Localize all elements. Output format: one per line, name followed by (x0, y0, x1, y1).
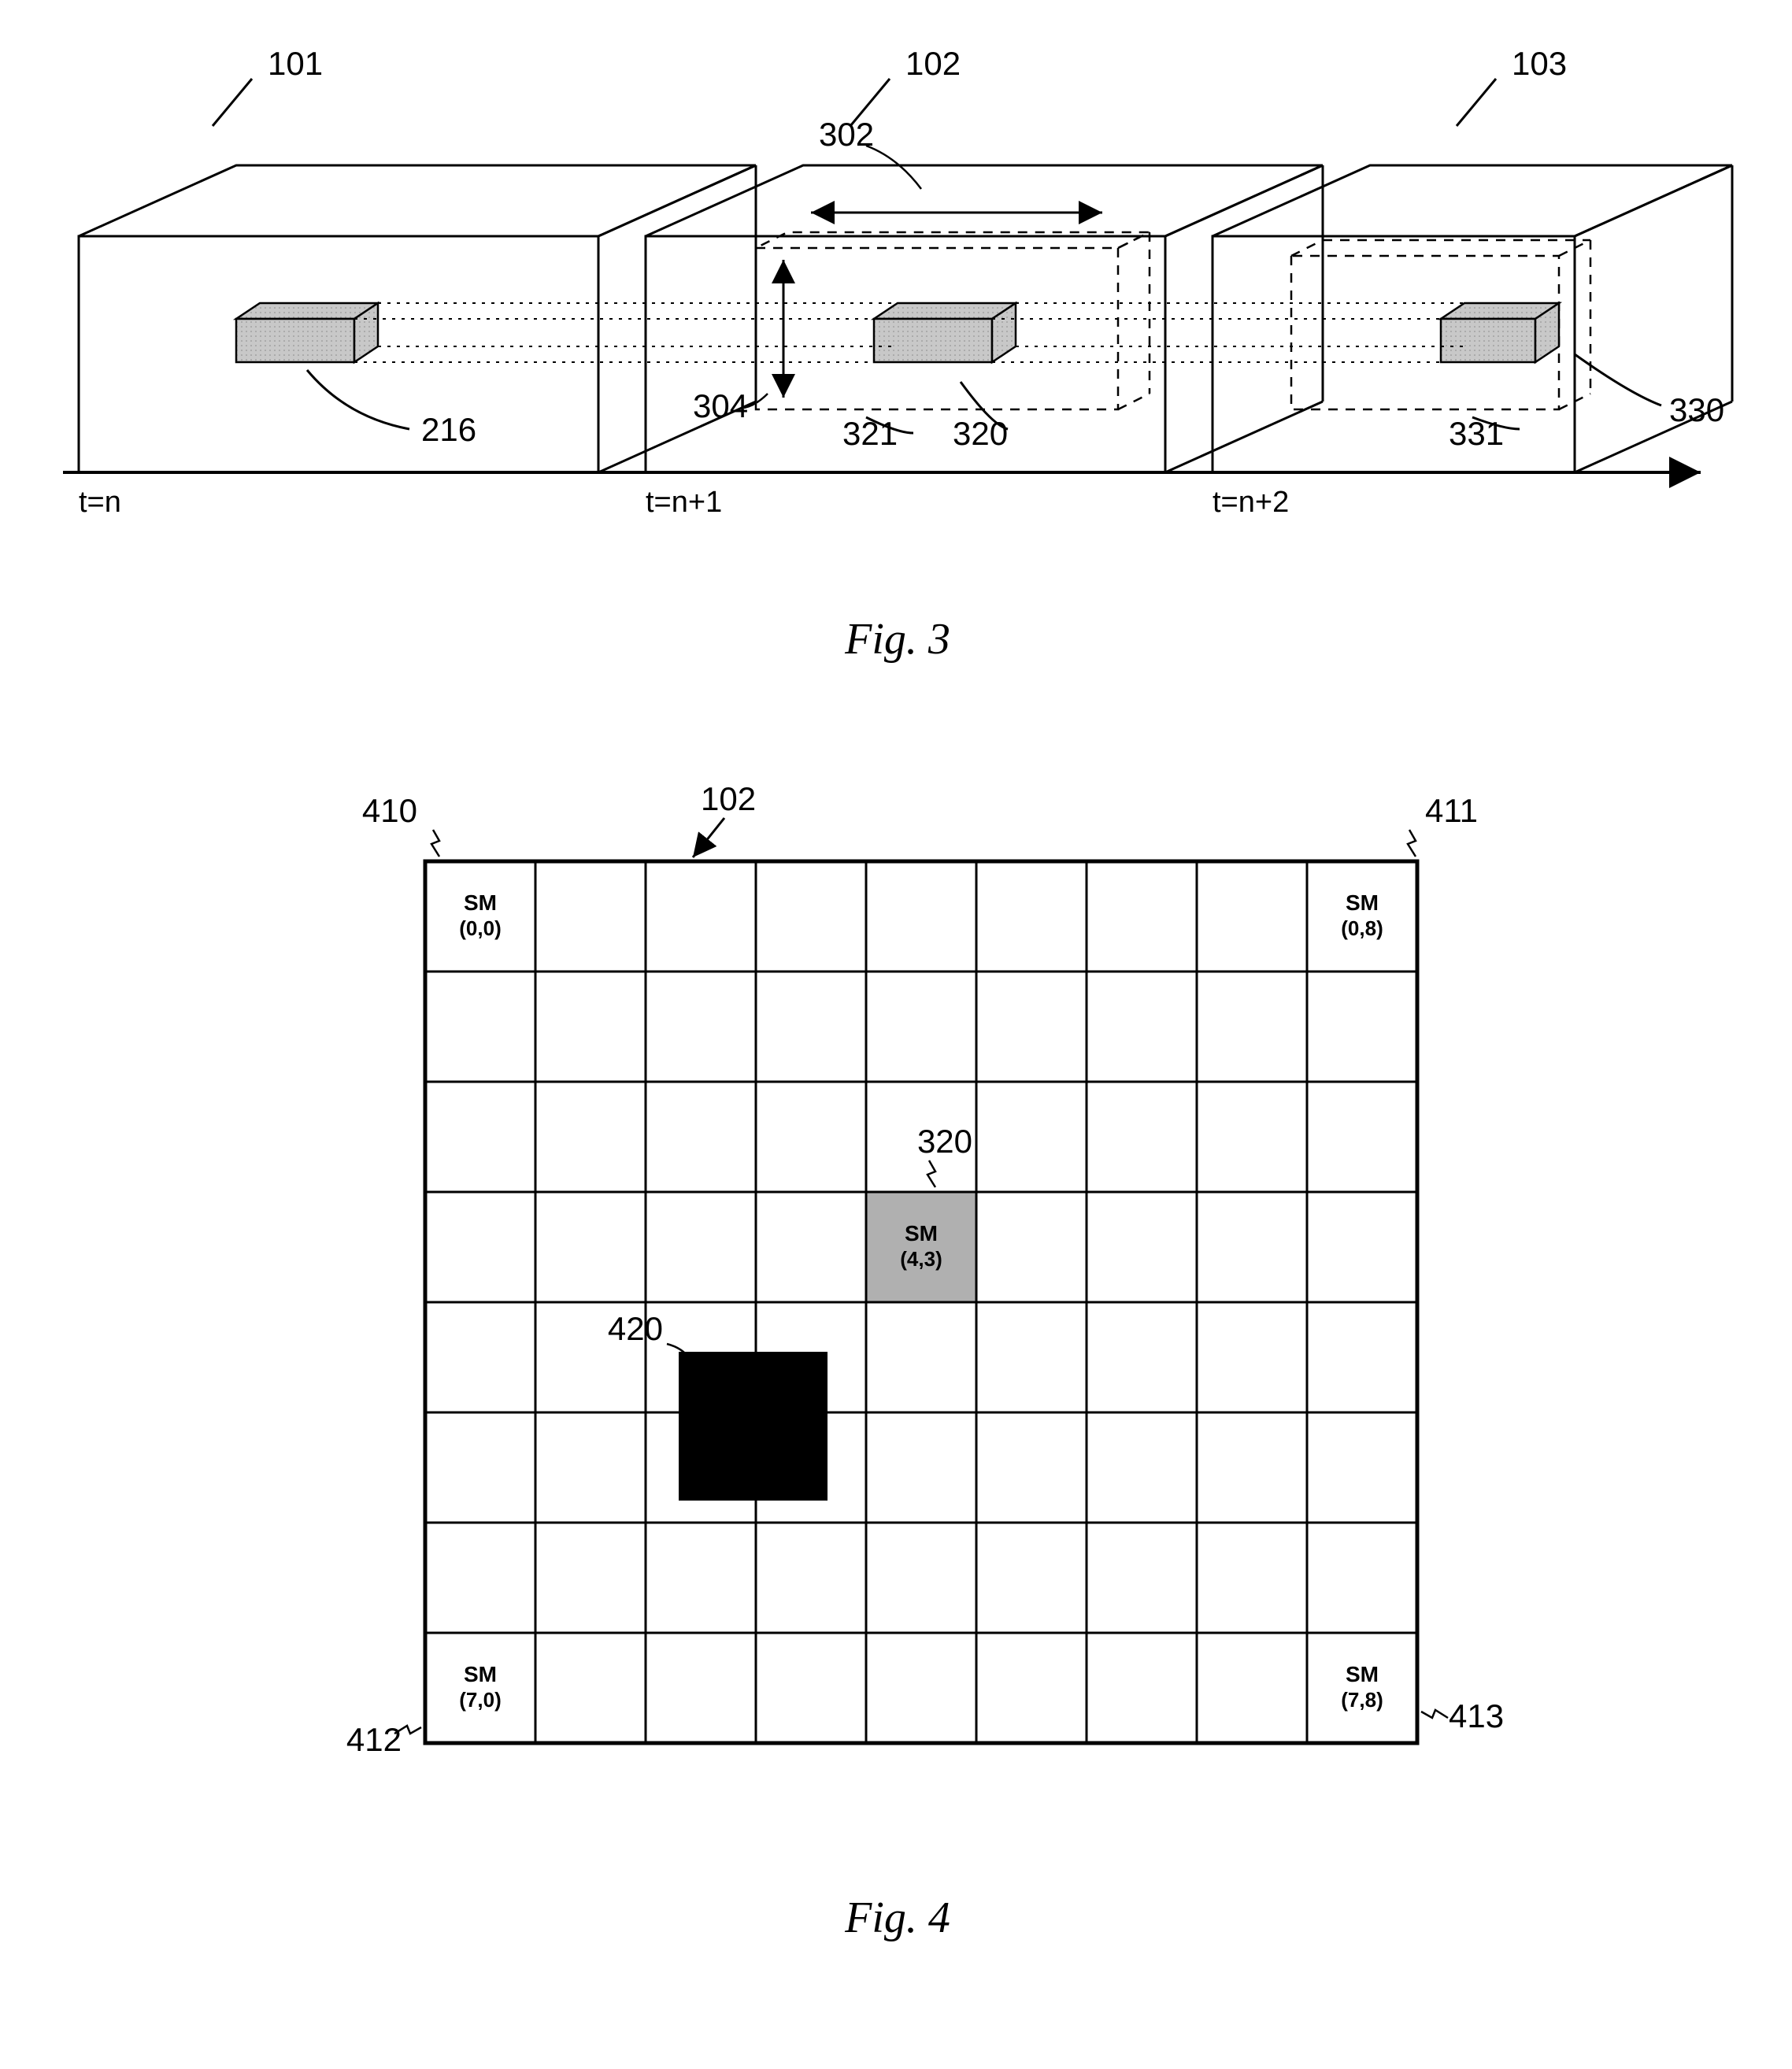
corner-label: SM (464, 1662, 497, 1686)
figure-3: t=n t=n+1 t=n+2 101 216 102 (31, 31, 1764, 664)
ref-331: 331 (1449, 415, 1504, 452)
fig3-svg: t=n t=n+1 t=n+2 101 216 102 (31, 31, 1764, 583)
corner-coord: (0,8) (1341, 916, 1383, 940)
t-label-1: t=n+1 (646, 486, 722, 519)
ref-103: 103 (1512, 45, 1567, 82)
corner-coord: (0,0) (459, 916, 501, 940)
block-216 (236, 303, 378, 362)
black-block (679, 1352, 828, 1501)
t-label-0: t=n (79, 486, 121, 519)
frame-1: 101 216 (79, 45, 756, 472)
search-window-2-top (756, 232, 1150, 248)
ref-321: 321 (842, 415, 898, 452)
t-label-2: t=n+2 (1213, 486, 1289, 519)
ref-413: 413 (1449, 1697, 1504, 1734)
block-320 (874, 303, 1016, 362)
fig4-svg: SM(4,3)320SM(0,0)410SM(0,8)411SM(7,0)412… (228, 759, 1567, 1861)
highlight-coord: (4,3) (900, 1247, 942, 1271)
ref-411: 411 (1425, 792, 1478, 829)
figure-4: SM(4,3)320SM(0,0)410SM(0,8)411SM(7,0)412… (31, 759, 1764, 1943)
ref-302: 302 (819, 116, 874, 153)
ref-330: 330 (1669, 391, 1724, 428)
corner-label: SM (1346, 890, 1379, 915)
ref-410: 410 (362, 792, 417, 829)
corner-label: SM (464, 890, 497, 915)
ref-304: 304 (693, 387, 748, 424)
fig4-caption: Fig. 4 (31, 1893, 1764, 1943)
corner-coord: (7,0) (459, 1688, 501, 1712)
ref-320-grid: 320 (917, 1123, 972, 1160)
ref-101: 101 (268, 45, 323, 82)
corner-coord: (7,8) (1341, 1688, 1383, 1712)
fig3-caption: Fig. 3 (31, 614, 1764, 664)
ref-412: 412 (346, 1721, 402, 1758)
ref-320: 320 (953, 415, 1008, 452)
highlight-label: SM (905, 1221, 938, 1245)
frame-3: 103 331 330 (1213, 45, 1732, 472)
ref-216: 216 (421, 411, 476, 448)
frame-2: 102 302 304 321 320 (646, 45, 1323, 472)
block-330 (1441, 303, 1559, 362)
corner-label: SM (1346, 1662, 1379, 1686)
ref-102-grid: 102 (701, 780, 756, 817)
ref-102: 102 (905, 45, 961, 82)
ref-420: 420 (608, 1310, 663, 1347)
